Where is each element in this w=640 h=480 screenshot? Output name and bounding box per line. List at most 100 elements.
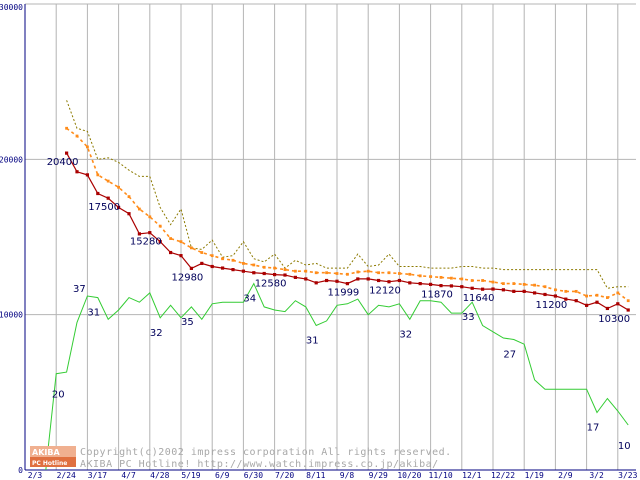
point-min-price — [626, 308, 630, 312]
series-line-shops — [45, 282, 629, 471]
logo-top-box — [30, 446, 76, 457]
point-min-price — [231, 268, 235, 272]
point-avg-price — [616, 291, 620, 295]
price-label: 10300 — [598, 314, 630, 325]
point-min-price — [345, 282, 349, 286]
price-label: 17500 — [88, 202, 120, 213]
point-avg-price — [418, 274, 422, 278]
point-avg-price — [262, 265, 266, 269]
logo-bottom-box — [30, 457, 76, 467]
price-label: 11640 — [463, 293, 495, 304]
shop-count-label: 20 — [52, 390, 65, 401]
point-min-price — [387, 280, 391, 284]
grid-lines — [25, 3, 636, 470]
price-label: 11999 — [327, 288, 359, 299]
x-tick-label: 12/22 — [491, 471, 515, 480]
point-avg-price — [117, 185, 120, 189]
point-avg-price — [314, 271, 318, 275]
point-min-price — [283, 273, 287, 277]
point-avg-price — [554, 288, 557, 292]
x-tick-label: 3/2 — [589, 471, 604, 480]
x-tick-label: 9/8 — [340, 471, 355, 480]
x-tick-label: 6/9 — [215, 471, 230, 480]
point-min-price — [273, 272, 277, 277]
point-avg-price — [366, 269, 370, 273]
point-min-price — [574, 299, 578, 303]
shop-count-label: 32 — [399, 329, 412, 340]
point-avg-price — [158, 224, 162, 228]
point-avg-price — [294, 269, 297, 273]
point-avg-price — [200, 251, 204, 254]
point-avg-price — [502, 282, 505, 285]
x-tick-label: 5/19 — [181, 471, 200, 480]
point-avg-price — [574, 289, 578, 293]
point-min-price — [335, 279, 339, 283]
series-line-max-price — [66, 100, 629, 289]
point-min-price — [325, 278, 329, 283]
point-avg-price — [387, 271, 391, 275]
point-avg-price — [190, 246, 193, 250]
x-tick-label: 4/7 — [121, 471, 136, 480]
point-avg-price — [460, 277, 464, 281]
point-avg-price — [96, 173, 100, 177]
point-avg-price — [75, 134, 79, 138]
point-min-price — [553, 294, 557, 298]
price-label: 11870 — [421, 290, 453, 301]
point-avg-price — [325, 271, 328, 275]
shop-count-label: 10 — [618, 441, 631, 452]
x-tick-label: 7/20 — [275, 471, 294, 480]
point-min-price — [148, 231, 152, 235]
y-tick-label: 20000 — [0, 155, 23, 164]
point-avg-price — [606, 296, 609, 299]
x-tick-label: 12/1 — [462, 471, 481, 480]
point-min-price — [96, 191, 100, 196]
x-tick-label: 2/24 — [57, 471, 76, 480]
point-min-price — [595, 300, 599, 304]
point-min-price — [377, 278, 381, 283]
point-avg-price — [377, 271, 380, 275]
point-min-price — [470, 286, 474, 290]
shop-count-label: 31 — [306, 336, 319, 347]
point-avg-price — [491, 280, 495, 284]
point-min-price — [169, 250, 173, 255]
x-tick-label: 3/23 — [618, 471, 637, 480]
logo-bottom-text: PC Hotline — [32, 460, 67, 467]
point-avg-price — [210, 254, 214, 258]
x-tick-label: 4/28 — [150, 471, 169, 480]
point-avg-price — [429, 275, 432, 279]
point-avg-price — [127, 195, 131, 199]
y-tick-label: 10000 — [0, 311, 23, 320]
price-label: 11200 — [535, 300, 567, 311]
point-avg-price — [481, 279, 484, 282]
x-tick-label: 10/20 — [397, 471, 421, 480]
point-avg-price — [356, 270, 360, 274]
point-min-price — [252, 271, 256, 275]
point-avg-price — [283, 268, 287, 272]
point-min-price — [439, 284, 443, 288]
point-avg-price — [512, 282, 516, 285]
point-avg-price — [564, 289, 568, 293]
point-min-price — [293, 275, 297, 279]
point-avg-price — [242, 262, 245, 265]
watermark: AKIBA PC Hotline Copyright(c)2002 impres… — [30, 446, 451, 470]
point-avg-price — [273, 266, 276, 270]
point-min-price — [314, 281, 318, 285]
price-label: 20400 — [47, 157, 79, 168]
point-min-price — [408, 281, 412, 285]
point-avg-price — [106, 179, 110, 183]
shop-count-label: 31 — [87, 308, 100, 319]
series-markers — [65, 126, 630, 312]
point-avg-price — [169, 237, 172, 240]
point-avg-price — [252, 263, 256, 267]
shop-count-label: 35 — [181, 317, 194, 328]
point-avg-price — [398, 272, 401, 275]
site-url-text: AKIBA PC Hotline! http://www.watch.impre… — [80, 459, 439, 470]
price-label: 12120 — [369, 286, 401, 297]
shop-count-label: 17 — [587, 423, 600, 434]
point-avg-price — [335, 272, 339, 275]
point-min-price — [127, 212, 131, 216]
point-min-price — [429, 282, 433, 286]
shop-count-label: 37 — [73, 284, 86, 295]
point-avg-price — [231, 258, 235, 262]
